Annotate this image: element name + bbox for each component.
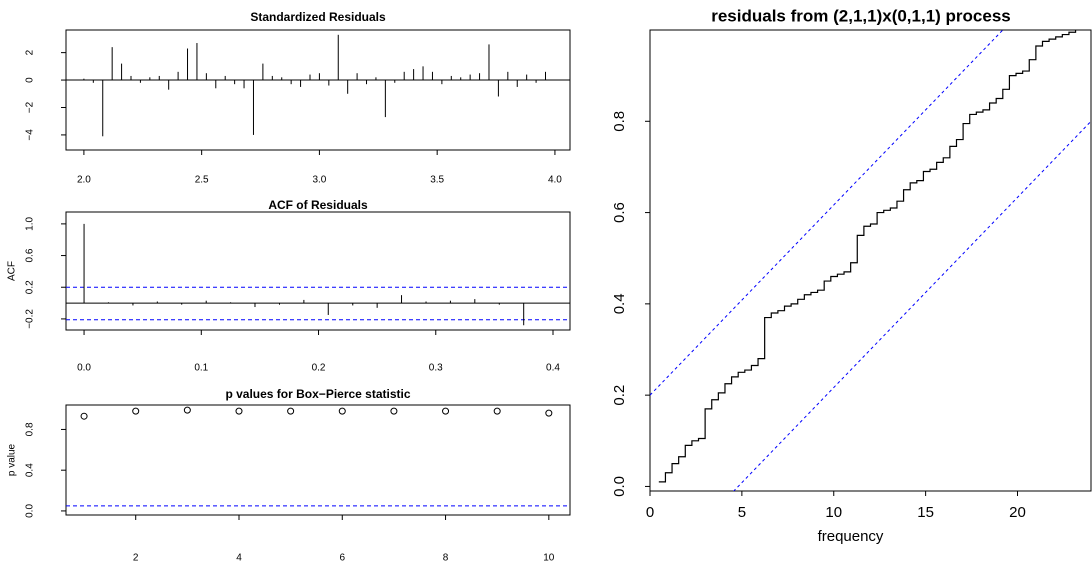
x-tick-label: 0 bbox=[646, 504, 654, 521]
plot-area bbox=[66, 406, 570, 507]
y-tick-label: 0.0 bbox=[25, 504, 36, 518]
y-tick-label: 2 bbox=[25, 49, 36, 55]
cumulative-periodogram bbox=[658, 30, 1077, 483]
confidence-bound bbox=[650, 30, 1004, 396]
y-tick-label: 0 bbox=[25, 77, 36, 83]
plot-frame bbox=[649, 29, 1092, 492]
chart-title: residuals from (2,1,1)x(0,1,1) process bbox=[711, 6, 1011, 25]
plot-frame bbox=[65, 404, 571, 516]
y-tick-label: 0.4 bbox=[25, 463, 36, 477]
plot-area bbox=[66, 34, 570, 137]
x-tick-label: 20 bbox=[1009, 504, 1026, 521]
x-tick-label: 2.5 bbox=[195, 175, 209, 186]
y-tick-label: 0.8 bbox=[611, 111, 628, 132]
x-tick-label: 8 bbox=[443, 553, 449, 564]
x-tick-label: 2.0 bbox=[77, 175, 91, 186]
y-tick-label: 0.4 bbox=[611, 293, 628, 314]
x-tick-label: 2 bbox=[133, 553, 139, 564]
x-axis-title: frequency bbox=[818, 528, 884, 545]
chart-title: Standardized Residuals bbox=[250, 10, 386, 24]
x-tick-label: 0.2 bbox=[312, 363, 326, 374]
x-tick-label: 4.0 bbox=[548, 175, 562, 186]
x-tick-label: 0.0 bbox=[77, 363, 91, 374]
x-tick-label: 0.4 bbox=[546, 363, 560, 374]
y-tick-label: −4 bbox=[25, 129, 36, 141]
y-tick-label: 0.6 bbox=[25, 248, 36, 262]
point bbox=[442, 407, 450, 415]
y-tick-label: 0.2 bbox=[611, 385, 628, 406]
x-tick-label: 10 bbox=[543, 553, 555, 564]
x-tick-label: 0.1 bbox=[194, 363, 208, 374]
point bbox=[183, 406, 191, 414]
point bbox=[545, 409, 553, 417]
y-tick-label: −2 bbox=[25, 101, 36, 113]
point bbox=[287, 407, 295, 415]
point bbox=[390, 407, 398, 415]
x-tick-label: 3.5 bbox=[430, 175, 444, 186]
plot-area bbox=[650, 30, 1091, 491]
plot-frame bbox=[65, 211, 571, 331]
y-tick-label: −0.2 bbox=[25, 309, 36, 329]
x-tick-label: 10 bbox=[825, 504, 842, 521]
y-tick-label: 0.8 bbox=[25, 422, 36, 436]
x-tick-label: 6 bbox=[339, 553, 345, 564]
y-tick-label: 0.0 bbox=[611, 476, 628, 497]
y-tick-label: 0.6 bbox=[611, 202, 628, 223]
y-axis-title: p value bbox=[7, 443, 18, 476]
plot-area bbox=[66, 223, 570, 326]
point bbox=[80, 412, 88, 420]
y-tick-label: 0.2 bbox=[25, 280, 36, 294]
chart-title: ACF of Residuals bbox=[268, 198, 368, 212]
chart-title: p values for Box−Pierce statistic bbox=[225, 387, 410, 401]
point bbox=[132, 407, 140, 415]
confidence-bound bbox=[733, 120, 1091, 491]
x-tick-label: 3.0 bbox=[312, 175, 326, 186]
y-tick-label: 1.0 bbox=[25, 216, 36, 230]
x-tick-label: 15 bbox=[917, 504, 934, 521]
x-tick-label: 0.3 bbox=[429, 363, 443, 374]
plot-frame bbox=[65, 29, 571, 151]
y-axis-title: ACF bbox=[7, 261, 18, 281]
point bbox=[235, 407, 243, 415]
x-tick-label: 5 bbox=[738, 504, 746, 521]
x-tick-label: 4 bbox=[236, 553, 242, 564]
point bbox=[338, 407, 346, 415]
point bbox=[493, 407, 501, 415]
